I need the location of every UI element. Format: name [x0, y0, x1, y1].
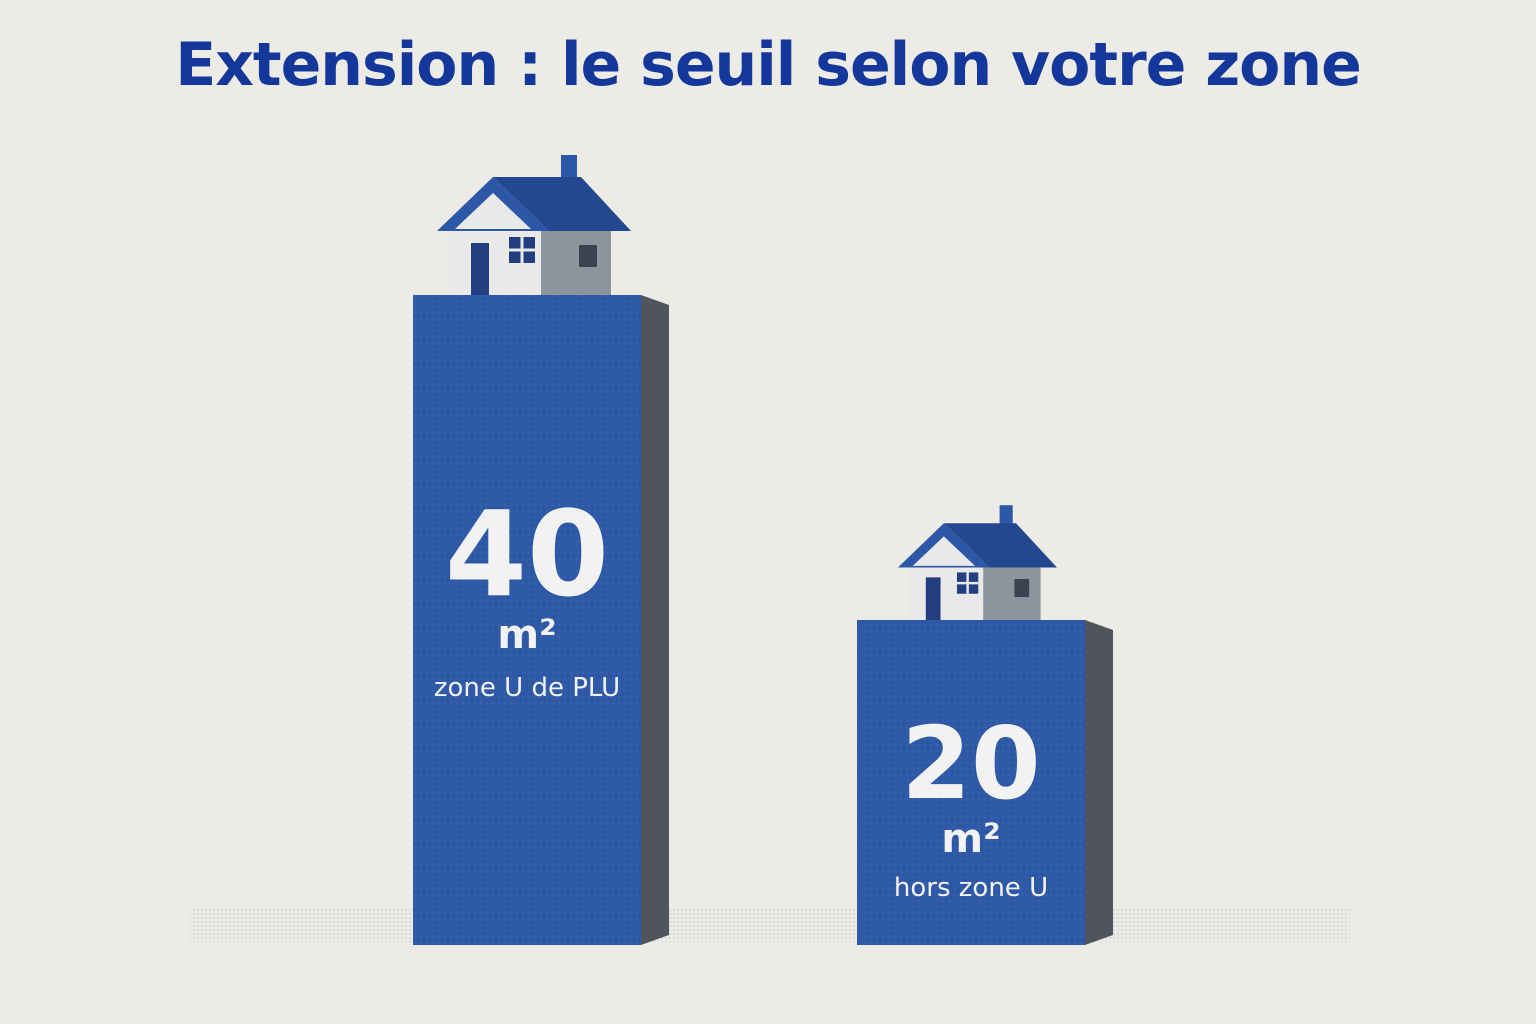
bar-texture: [857, 620, 1085, 945]
bar-texture: [413, 295, 641, 945]
bar-category-label: hors zone U: [894, 873, 1048, 903]
house-icon: [437, 155, 631, 295]
bar-side: [1085, 620, 1113, 945]
bar-side: [641, 295, 669, 945]
bar-unit-label: m²: [497, 612, 556, 658]
bar-unit-label: m²: [941, 816, 1000, 862]
bar-value-label: 20: [901, 705, 1040, 822]
ground-shadow: [190, 908, 1350, 942]
house-icon: [897, 505, 1057, 620]
bar-category-label: zone U de PLU: [434, 673, 620, 703]
chart-title: Extension : le seuil selon votre zone: [175, 30, 1362, 100]
bar-value-label: 40: [445, 485, 609, 623]
